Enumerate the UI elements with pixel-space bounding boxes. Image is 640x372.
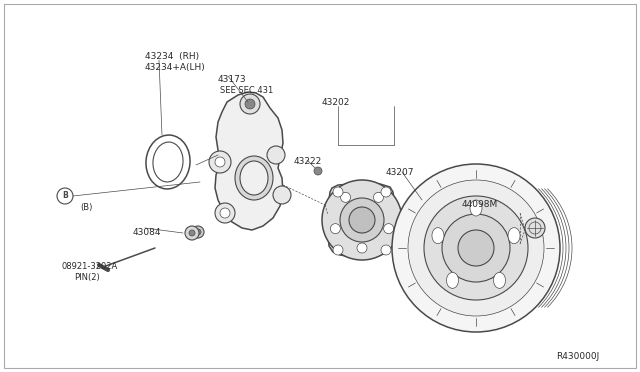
Circle shape (215, 157, 225, 167)
Text: SEE SEC.431: SEE SEC.431 (220, 86, 273, 95)
Circle shape (525, 218, 545, 238)
Circle shape (374, 192, 383, 202)
Circle shape (340, 198, 384, 242)
Text: 43222: 43222 (294, 157, 323, 166)
Text: 43234+A(LH): 43234+A(LH) (145, 63, 205, 72)
Circle shape (442, 214, 510, 282)
Circle shape (185, 226, 199, 240)
Polygon shape (328, 183, 394, 257)
Ellipse shape (432, 228, 444, 244)
Circle shape (209, 151, 231, 173)
Circle shape (381, 245, 391, 255)
Circle shape (245, 99, 255, 109)
Circle shape (340, 192, 351, 202)
Circle shape (333, 245, 343, 255)
Circle shape (383, 224, 394, 234)
Ellipse shape (470, 200, 482, 216)
Text: B: B (62, 192, 68, 201)
Circle shape (408, 180, 544, 316)
Ellipse shape (447, 272, 458, 288)
Circle shape (314, 167, 322, 175)
Polygon shape (215, 92, 283, 230)
Circle shape (424, 196, 528, 300)
Text: 44098M: 44098M (462, 200, 499, 209)
Text: 43234  (RH): 43234 (RH) (145, 52, 199, 61)
Circle shape (330, 224, 340, 234)
Text: (B): (B) (80, 203, 92, 212)
Circle shape (273, 186, 291, 204)
Text: PIN(2): PIN(2) (74, 273, 100, 282)
Circle shape (240, 94, 260, 114)
Circle shape (392, 164, 560, 332)
Ellipse shape (235, 156, 273, 200)
Text: 43173: 43173 (218, 75, 246, 84)
Ellipse shape (240, 161, 268, 195)
Ellipse shape (508, 228, 520, 244)
Circle shape (195, 229, 201, 235)
Text: R430000J: R430000J (556, 352, 599, 361)
Circle shape (458, 230, 494, 266)
Ellipse shape (493, 272, 506, 288)
Circle shape (220, 208, 230, 218)
Circle shape (267, 146, 285, 164)
Text: 08921-3202A: 08921-3202A (62, 262, 118, 271)
Text: 43202: 43202 (322, 98, 350, 107)
Text: 43207: 43207 (386, 168, 415, 177)
Text: 43084: 43084 (133, 228, 161, 237)
Circle shape (189, 230, 195, 236)
Circle shape (357, 243, 367, 253)
Circle shape (322, 180, 402, 260)
Circle shape (381, 187, 391, 197)
Circle shape (215, 203, 235, 223)
Circle shape (333, 187, 343, 197)
Circle shape (192, 226, 204, 238)
Circle shape (349, 207, 375, 233)
